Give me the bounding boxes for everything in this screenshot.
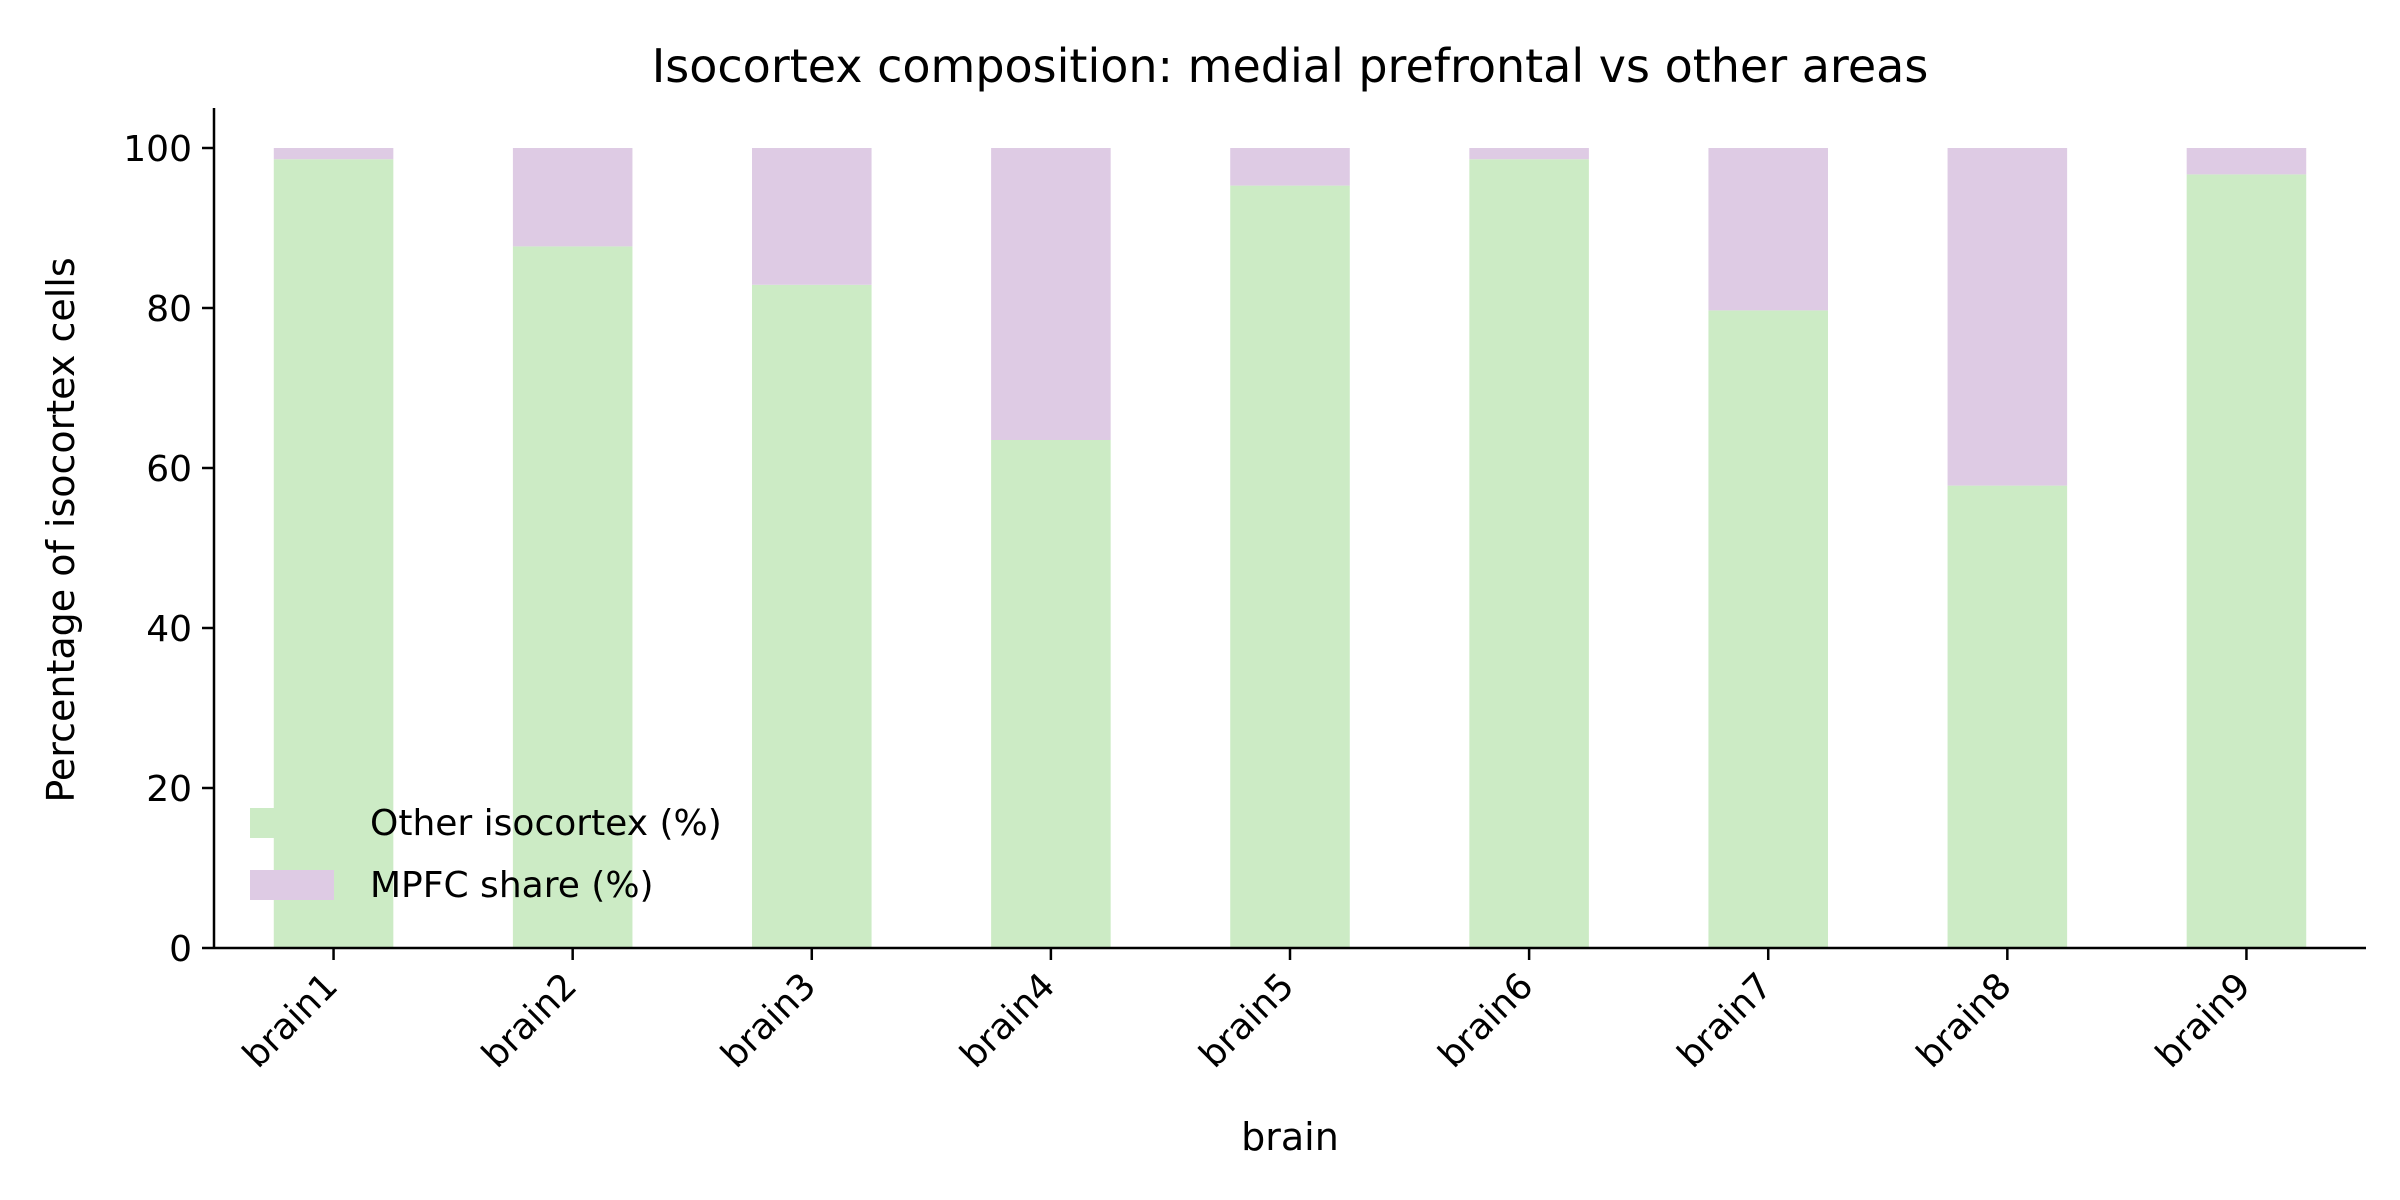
- y-tick-label: 100: [123, 129, 192, 170]
- bar-brain8-series-2: [1947, 148, 2068, 486]
- bar-brain2-series-2: [512, 148, 633, 247]
- legend-label: Other isocortex (%): [370, 803, 722, 844]
- x-tick-label: brain4: [953, 965, 1064, 1076]
- bar-brain5-series-1: [1230, 185, 1350, 949]
- bar-brain4-series-1: [991, 440, 1111, 948]
- bar-brain7-series-1: [1708, 310, 1828, 948]
- chart-title: Isocortex composition: medial prefrontal…: [652, 39, 1929, 93]
- x-tick-label: brain5: [1192, 965, 1303, 1076]
- x-tick-label: brain9: [2148, 965, 2259, 1076]
- legend-label: MPFC share (%): [370, 865, 654, 906]
- bar-brain7-series-2: [1708, 148, 1828, 311]
- bar-brain3-series-2: [752, 148, 872, 285]
- x-tick-label: brain7: [1670, 965, 1781, 1076]
- bar-brain5-series-2: [1230, 148, 1350, 186]
- bar-brain9-series-2: [2186, 148, 2307, 175]
- y-tick-label: 60: [146, 449, 192, 490]
- x-tick-label: brain8: [1909, 965, 2020, 1076]
- x-tick-label: brain3: [714, 965, 825, 1076]
- bar-brain9-series-1: [2186, 174, 2307, 948]
- y-tick-label: 40: [146, 609, 192, 650]
- bars-layer: [273, 148, 2307, 949]
- x-tick-label: brain1: [235, 965, 346, 1076]
- bar-brain4-series-2: [991, 148, 1111, 440]
- y-tick-label: 0: [169, 929, 192, 970]
- bar-brain8-series-1: [1947, 485, 2068, 948]
- bar-brain6-series-2: [1469, 148, 1589, 160]
- x-tick-label: brain6: [1431, 965, 1542, 1076]
- x-axis-label: brain: [1241, 1115, 1339, 1159]
- legend-swatch: [250, 870, 334, 900]
- bar-brain1-series-2: [273, 148, 394, 160]
- y-tick-label: 20: [146, 769, 192, 810]
- y-tick-label: 80: [146, 289, 192, 330]
- bar-brain3-series-1: [752, 284, 872, 948]
- bar-brain6-series-1: [1469, 159, 1589, 948]
- bar-brain2-series-1: [512, 246, 633, 948]
- legend-swatch: [250, 808, 334, 838]
- y-axis-label: Percentage of isocortex cells: [39, 257, 83, 802]
- x-tick-label: brain2: [474, 965, 585, 1076]
- legend: Other isocortex (%) MPFC share (%): [250, 803, 722, 906]
